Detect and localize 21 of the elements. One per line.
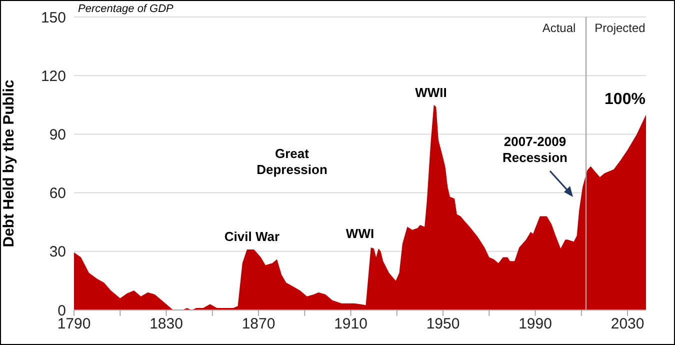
y-tick-label: 60 xyxy=(49,185,66,202)
x-tick-label: 1990 xyxy=(518,316,552,333)
chart-subtitle: Percentage of GDP xyxy=(78,3,174,15)
y-tick-label: 30 xyxy=(49,244,66,261)
annotation: Projected xyxy=(594,21,646,35)
annotation: Great Depression xyxy=(256,146,328,177)
x-tick-label: 1870 xyxy=(242,316,276,333)
annotation: 2007-2009 Recession xyxy=(502,134,568,165)
annotation: Actual xyxy=(542,21,576,35)
x-tick-label: 1830 xyxy=(150,316,183,333)
y-tick-label: 150 xyxy=(40,9,66,26)
y-tick-label: 120 xyxy=(40,68,66,85)
annotation: Civil War xyxy=(224,229,280,244)
x-tick-label: 2030 xyxy=(610,316,644,333)
y-axis-title: Debt Held by the Public xyxy=(0,80,18,248)
annotation: WWI xyxy=(346,226,374,241)
annotation: 100% xyxy=(604,91,646,108)
x-tick-label: 1910 xyxy=(334,316,368,333)
annotation: WWII xyxy=(415,85,447,100)
x-tick-label: 1950 xyxy=(426,316,460,333)
y-tick-label: 90 xyxy=(49,126,66,144)
